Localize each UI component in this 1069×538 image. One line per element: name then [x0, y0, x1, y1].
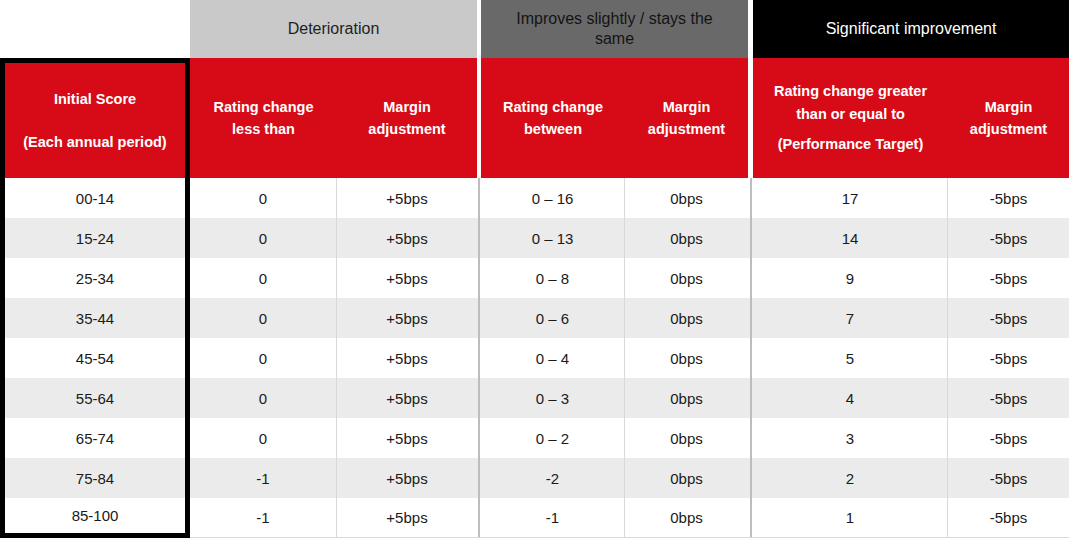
table-cell-r7-c1: 65-74 — [0, 418, 190, 458]
table-cell-r5-c6: 5 — [753, 338, 948, 378]
column-header-margin-adjustment-significant: Margin adjustment — [948, 58, 1069, 178]
column-header-margin-adjustment-deterioration: Margin adjustment — [337, 58, 477, 178]
table-cell-r3-c6: 9 — [753, 258, 948, 298]
table-cell-r7-c4: 0 – 2 — [481, 418, 625, 458]
rating-change-greater-text: Rating change greater than or equal to — [761, 80, 940, 125]
initial-score-title: Initial Score — [54, 88, 136, 110]
group-header-deterioration: Deterioration — [190, 0, 477, 58]
column-header-initial-score: Initial Score (Each annual period) — [0, 58, 190, 178]
table-cell-r4-c1: 35-44 — [0, 298, 190, 338]
corner-blank — [0, 0, 190, 58]
table-cell-r3-c4: 0 – 8 — [481, 258, 625, 298]
table-cell-r1-c4: 0 – 16 — [481, 178, 625, 218]
table-cell-r6-c7: -5bps — [948, 378, 1069, 418]
column-header-margin-adjustment-improves: Margin adjustment — [625, 58, 748, 178]
table-cell-r8-c3: +5bps — [337, 458, 477, 498]
table-cell-r2-c4: 0 – 13 — [481, 218, 625, 258]
table-cell-r4-c4: 0 – 6 — [481, 298, 625, 338]
table-cell-r4-c7: -5bps — [948, 298, 1069, 338]
table-cell-r5-c4: 0 – 4 — [481, 338, 625, 378]
table-cell-r4-c3: +5bps — [337, 298, 477, 338]
table-cell-r1-c6: 17 — [753, 178, 948, 218]
table-cell-r6-c1: 55-64 — [0, 378, 190, 418]
table-cell-r9-c5: 0bps — [625, 498, 748, 538]
table-cell-r5-c7: -5bps — [948, 338, 1069, 378]
table-cell-r9-c3: +5bps — [337, 498, 477, 538]
column-header-rating-change-less-than: Rating change less than — [190, 58, 337, 178]
table-cell-r9-c1: 85-100 — [0, 498, 190, 538]
column-header-rating-change-greater: Rating change greater than or equal to (… — [753, 58, 948, 178]
table-cell-r3-c1: 25-34 — [0, 258, 190, 298]
table-cell-r3-c5: 0bps — [625, 258, 748, 298]
table-cell-r3-c7: -5bps — [948, 258, 1069, 298]
performance-target-text: (Performance Target) — [778, 133, 924, 155]
table-cell-r7-c5: 0bps — [625, 418, 748, 458]
table-cell-r9-c7: -5bps — [948, 498, 1069, 538]
column-header-rating-change-between: Rating change between — [481, 58, 625, 178]
table-cell-r5-c3: +5bps — [337, 338, 477, 378]
table-cell-r1-c3: +5bps — [337, 178, 477, 218]
table-cell-r7-c7: -5bps — [948, 418, 1069, 458]
table-cell-r1-c1: 00-14 — [0, 178, 190, 218]
table-cell-r1-c2: 0 — [190, 178, 337, 218]
table-cell-r5-c2: 0 — [190, 338, 337, 378]
table-cell-r6-c5: 0bps — [625, 378, 748, 418]
table-cell-r9-c2: -1 — [190, 498, 337, 538]
table-cell-r4-c5: 0bps — [625, 298, 748, 338]
table-cell-r2-c6: 14 — [753, 218, 948, 258]
table-cell-r9-c4: -1 — [481, 498, 625, 538]
table-cell-r8-c6: 2 — [753, 458, 948, 498]
table-cell-r8-c4: -2 — [481, 458, 625, 498]
table-cell-r6-c2: 0 — [190, 378, 337, 418]
table-cell-r8-c1: 75-84 — [0, 458, 190, 498]
table-cell-r6-c4: 0 – 3 — [481, 378, 625, 418]
table-cell-r7-c3: +5bps — [337, 418, 477, 458]
table-cell-r2-c5: 0bps — [625, 218, 748, 258]
table-cell-r8-c7: -5bps — [948, 458, 1069, 498]
table-cell-r2-c3: +5bps — [337, 218, 477, 258]
table-cell-r7-c6: 3 — [753, 418, 948, 458]
table-cell-r8-c5: 0bps — [625, 458, 748, 498]
group-header-improves: Improves slightly / stays the same — [481, 0, 748, 58]
margin-adjustment-table: Deterioration Improves slightly / stays … — [0, 0, 1069, 538]
table-cell-r2-c1: 15-24 — [0, 218, 190, 258]
initial-score-subtitle: (Each annual period) — [23, 131, 166, 153]
table-cell-r9-c6: 1 — [753, 498, 948, 538]
table-cell-r4-c6: 7 — [753, 298, 948, 338]
group-header-significant-improvement: Significant improvement — [753, 0, 1069, 58]
table-cell-r4-c2: 0 — [190, 298, 337, 338]
table-cell-r6-c3: +5bps — [337, 378, 477, 418]
table-cell-r5-c5: 0bps — [625, 338, 748, 378]
table-cell-r2-c7: -5bps — [948, 218, 1069, 258]
table-cell-r2-c2: 0 — [190, 218, 337, 258]
table-cell-r1-c7: -5bps — [948, 178, 1069, 218]
table-cell-r3-c3: +5bps — [337, 258, 477, 298]
table-cell-r1-c5: 0bps — [625, 178, 748, 218]
table-cell-r5-c1: 45-54 — [0, 338, 190, 378]
table-cell-r7-c2: 0 — [190, 418, 337, 458]
table-cell-r6-c6: 4 — [753, 378, 948, 418]
table-cell-r8-c2: -1 — [190, 458, 337, 498]
table-cell-r3-c2: 0 — [190, 258, 337, 298]
